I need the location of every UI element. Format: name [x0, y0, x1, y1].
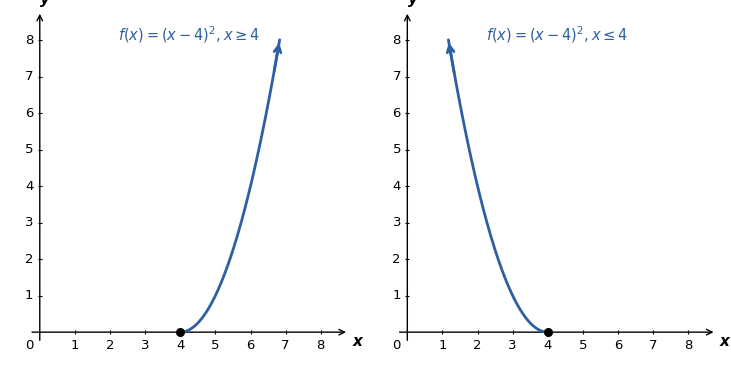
- Text: 6: 6: [25, 107, 34, 120]
- Text: 5: 5: [393, 143, 401, 156]
- Text: $f(x) = (x - 4)^2, x \leq 4$: $f(x) = (x - 4)^2, x \leq 4$: [485, 24, 628, 45]
- Text: 7: 7: [281, 339, 290, 352]
- Text: 8: 8: [393, 34, 401, 47]
- Text: 4: 4: [544, 339, 552, 352]
- Text: 6: 6: [246, 339, 254, 352]
- Text: 1: 1: [438, 339, 447, 352]
- Text: 5: 5: [211, 339, 219, 352]
- Text: 2: 2: [393, 253, 401, 266]
- Text: 4: 4: [176, 339, 184, 352]
- Text: 3: 3: [141, 339, 149, 352]
- Text: 3: 3: [393, 216, 401, 229]
- Text: y: y: [40, 0, 50, 7]
- Text: 4: 4: [393, 180, 401, 193]
- Text: 6: 6: [393, 107, 401, 120]
- Text: x: x: [720, 334, 730, 349]
- Text: 1: 1: [25, 289, 34, 302]
- Text: 7: 7: [393, 70, 401, 83]
- Text: 3: 3: [509, 339, 517, 352]
- Text: 6: 6: [614, 339, 622, 352]
- Text: 8: 8: [317, 339, 325, 352]
- Text: 0: 0: [25, 339, 34, 352]
- Text: 0: 0: [393, 339, 401, 352]
- Text: 3: 3: [25, 216, 34, 229]
- Text: 1: 1: [71, 339, 79, 352]
- Text: y: y: [408, 0, 417, 7]
- Text: 7: 7: [649, 339, 657, 352]
- Text: 8: 8: [684, 339, 692, 352]
- Text: $f(x) = (x - 4)^2, x \geq 4$: $f(x) = (x - 4)^2, x \geq 4$: [118, 24, 260, 45]
- Text: 5: 5: [25, 143, 34, 156]
- Text: 2: 2: [106, 339, 114, 352]
- Text: 2: 2: [25, 253, 34, 266]
- Text: 4: 4: [25, 180, 34, 193]
- Text: 7: 7: [25, 70, 34, 83]
- Text: 2: 2: [473, 339, 482, 352]
- Text: x: x: [352, 334, 363, 349]
- Text: 8: 8: [25, 34, 34, 47]
- Text: 1: 1: [393, 289, 401, 302]
- Text: 5: 5: [579, 339, 587, 352]
